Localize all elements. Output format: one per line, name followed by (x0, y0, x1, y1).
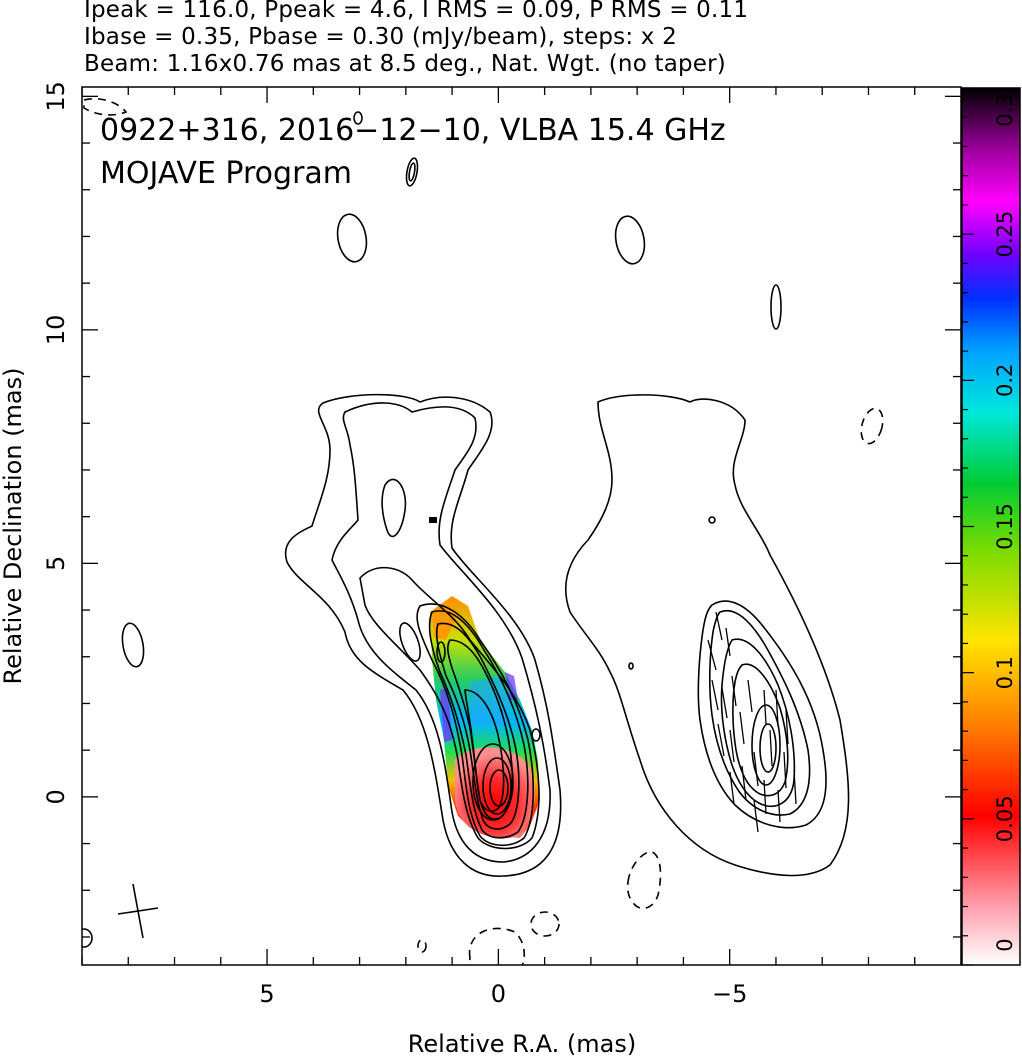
colorbar-ticks: 0 0.05 0.1 0.15 0.2 0.25 0.3 (962, 87, 1017, 966)
x-axis-label: Relative R.A. (mas) (408, 1030, 636, 1058)
colorbar-tick-label: 0.2 (993, 364, 1017, 397)
x-tick-label: 5 (259, 980, 274, 1008)
polarization-contours (565, 394, 850, 877)
colorbar-tick-label: 0.3 (993, 93, 1017, 126)
evpa-vectors (707, 611, 797, 833)
y-axis-ticks: 0 5 10 15 (42, 81, 961, 938)
header-line-2: Ibase = 0.35, Pbase = 0.30 (mJy/beam), s… (84, 24, 677, 50)
x-tick-label: 0 (491, 980, 506, 1008)
colorbar-tick-label: 0.1 (993, 656, 1017, 689)
y-tick-label: 5 (42, 556, 70, 571)
y-tick-label: 10 (42, 315, 70, 346)
plot-frame (81, 86, 962, 966)
y-axis-label: Relative Declination (mas) (0, 367, 27, 684)
program-label: MOJAVE Program (100, 156, 352, 191)
x-tick-label: −5 (712, 980, 747, 1008)
colorbar-tick-label: 0.05 (993, 795, 1017, 842)
y-tick-label: 15 (42, 81, 70, 112)
pixel-marker (429, 517, 437, 523)
intensity-contours (82, 111, 782, 948)
header-line-1: Ipeak = 116.0, Ppeak = 4.6, I RMS = 0.09… (84, 0, 749, 23)
x-axis-ticks: 5 0 −5 (81, 87, 916, 1008)
map-content (82, 97, 884, 965)
colorbar-tick-label: 0 (993, 938, 1017, 951)
header-line-3: Beam: 1.16x0.76 mas at 8.5 deg., Nat. Wg… (84, 51, 726, 77)
colorbar-tick-label: 0.15 (993, 503, 1017, 550)
y-tick-label: 0 (42, 789, 70, 804)
source-title: 0922+316, 2016−12−10, VLBA 15.4 GHz (100, 113, 726, 148)
position-marker (117, 883, 159, 939)
colorbar-tick-label: 0.25 (993, 211, 1017, 258)
negative-contours (83, 97, 884, 965)
